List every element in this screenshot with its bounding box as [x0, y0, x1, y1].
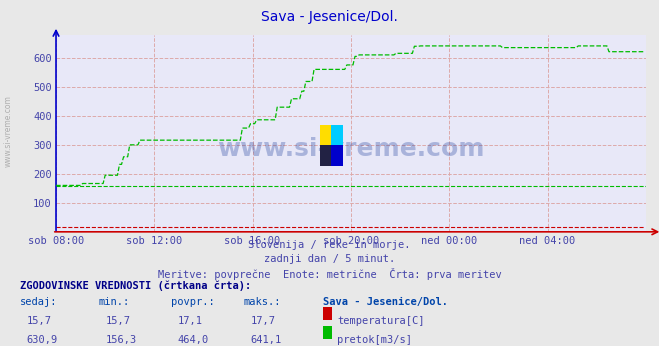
Text: ZGODOVINSKE VREDNOSTI (črtkana črta):: ZGODOVINSKE VREDNOSTI (črtkana črta): — [20, 280, 251, 291]
Bar — [331, 145, 343, 166]
Text: povpr.:: povpr.: — [171, 297, 215, 307]
Text: temperatura[C]: temperatura[C] — [337, 316, 425, 326]
Text: Sava - Jesenice/Dol.: Sava - Jesenice/Dol. — [261, 10, 398, 24]
Text: 15,7: 15,7 — [105, 316, 130, 326]
Text: min.:: min.: — [99, 297, 130, 307]
Text: 17,7: 17,7 — [250, 316, 275, 326]
Text: maks.:: maks.: — [244, 297, 281, 307]
Bar — [320, 145, 331, 166]
Text: 641,1: 641,1 — [250, 336, 281, 345]
Text: 156,3: 156,3 — [105, 336, 136, 345]
Text: Meritve: povprečne  Enote: metrične  Črta: prva meritev: Meritve: povprečne Enote: metrične Črta:… — [158, 268, 501, 280]
Text: 15,7: 15,7 — [26, 316, 51, 326]
Bar — [331, 125, 343, 145]
Text: www.si-vreme.com: www.si-vreme.com — [3, 95, 13, 167]
Text: 630,9: 630,9 — [26, 336, 57, 345]
Text: pretok[m3/s]: pretok[m3/s] — [337, 336, 413, 345]
Text: Sava - Jesenice/Dol.: Sava - Jesenice/Dol. — [323, 297, 448, 307]
Text: Slovenija / reke in morje.: Slovenija / reke in morje. — [248, 240, 411, 251]
Bar — [320, 125, 331, 145]
Text: www.si-vreme.com: www.si-vreme.com — [217, 137, 484, 161]
Text: sedaj:: sedaj: — [20, 297, 57, 307]
Text: 464,0: 464,0 — [178, 336, 209, 345]
Text: zadnji dan / 5 minut.: zadnji dan / 5 minut. — [264, 254, 395, 264]
Text: 17,1: 17,1 — [178, 316, 203, 326]
